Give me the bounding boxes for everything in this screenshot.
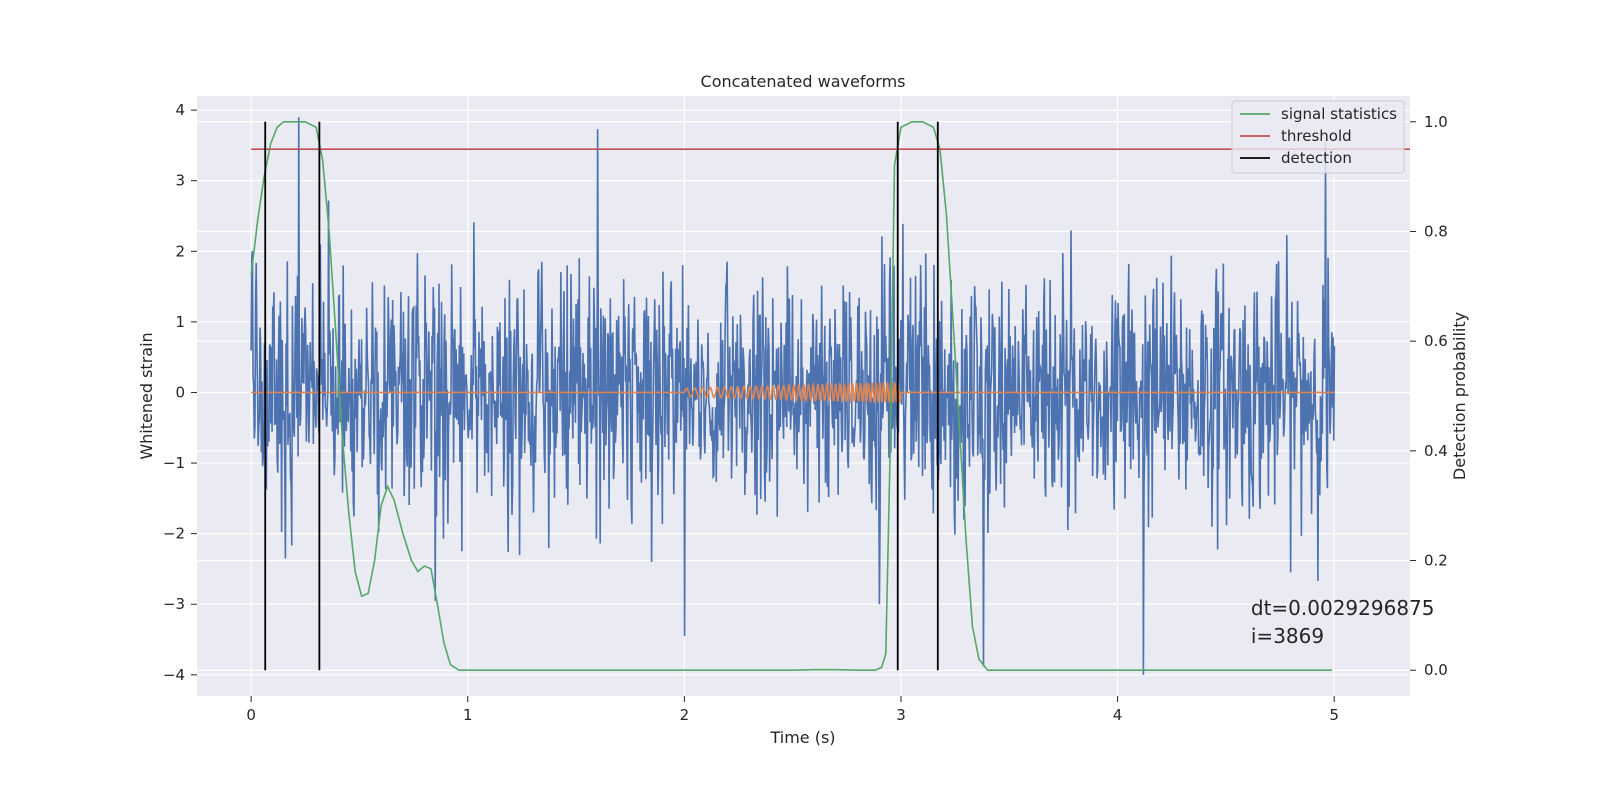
y-tick-label: 0 <box>175 383 185 401</box>
y2-tick-label: 0.0 <box>1424 661 1448 679</box>
y2-tick-label: 1.0 <box>1424 113 1448 131</box>
y-tick-label: 1 <box>175 313 185 331</box>
y-tick-label: −1 <box>163 454 185 472</box>
strain-line <box>250 117 1336 675</box>
y-tick-label: 3 <box>175 172 185 190</box>
y-tick-label: −3 <box>163 595 185 613</box>
x-tick-label: 1 <box>463 706 473 724</box>
annotations: dt=0.0029296875 i=3869 <box>1251 596 1435 648</box>
annotation-text: dt=0.0029296875 <box>1251 596 1435 620</box>
legend: signal statistics threshold detection <box>1231 100 1405 174</box>
x-axis-label: Time (s) <box>769 728 835 747</box>
y2-tick-label: 0.8 <box>1424 222 1448 240</box>
x-tick-label: 0 <box>246 706 256 724</box>
legend-label-threshold: threshold <box>1281 127 1352 145</box>
x-tick-label: 2 <box>680 706 690 724</box>
detection-lines <box>264 121 939 671</box>
legend-box <box>1231 100 1405 174</box>
y-tick-label: −4 <box>163 666 185 684</box>
y-tick-label: 2 <box>175 242 185 260</box>
y2-tick-label: 0.2 <box>1424 552 1448 570</box>
y2-tick-label: 0.6 <box>1424 332 1448 350</box>
y2-tick-label: 0.4 <box>1424 442 1448 460</box>
template-line <box>251 380 1335 405</box>
x-tick-label: 4 <box>1113 706 1123 724</box>
y-axis-left: −4 −3 −2 −1 0 1 2 3 4 <box>163 101 197 684</box>
x-tick-label: 3 <box>896 706 906 724</box>
signal-statistics-line <box>250 120 1333 672</box>
y-tick-label: 4 <box>175 101 185 119</box>
y-tick-label: −2 <box>163 525 185 543</box>
whitened-strain-series <box>250 117 1336 675</box>
y-axis-right: 0.0 0.2 0.4 0.6 0.8 1.0 <box>1410 113 1448 679</box>
x-tick-label: 5 <box>1329 706 1339 724</box>
legend-label-signal-statistics: signal statistics <box>1281 105 1397 123</box>
chart-title: Concatenated waveforms <box>701 72 906 91</box>
x-axis: 0 1 2 3 4 5 <box>246 696 1339 724</box>
y2-axis-label: Detection probability <box>1450 312 1469 480</box>
y-axis-label: Whitened strain <box>137 332 156 459</box>
legend-label-detection: detection <box>1281 149 1352 167</box>
annotation-text: i=3869 <box>1251 624 1324 648</box>
